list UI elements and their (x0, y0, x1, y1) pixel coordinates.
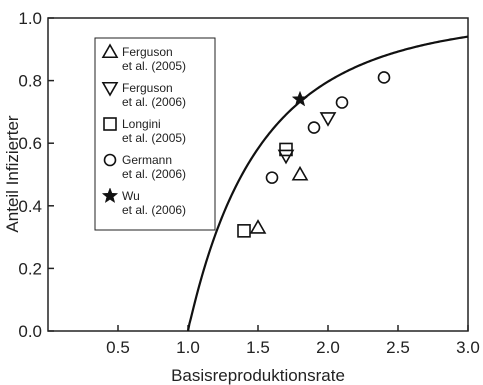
data-point (291, 165, 309, 181)
legend-marker (101, 81, 119, 97)
x-tick-label: 2.5 (386, 338, 410, 357)
legend-label: Germann (122, 153, 172, 167)
data-point (291, 90, 309, 107)
y-tick-label: 0.4 (18, 197, 42, 216)
legend-label: Ferguson (122, 81, 173, 95)
data-point (279, 142, 293, 157)
y-tick-label: 0.6 (18, 134, 42, 153)
y-tick-label: 1.0 (18, 9, 42, 28)
data-point (277, 149, 295, 165)
data-point (265, 171, 279, 184)
legend-label: et al. (2005) (122, 59, 186, 73)
y-axis-label: Anteil Infizierter (3, 115, 22, 232)
x-axis: 0.5 1.0 1.5 2.0 2.5 3.0 (106, 325, 480, 357)
legend-label: Longini (122, 117, 161, 131)
x-axis-label: Basisreproduktionsrate (171, 366, 345, 385)
legend-marker (101, 43, 119, 59)
y-tick-label: 0.2 (18, 259, 42, 278)
x-tick-label: 3.0 (456, 338, 480, 357)
data-point (319, 112, 337, 127)
legend-label: Ferguson (122, 45, 173, 59)
x-tick-label: 2.0 (316, 338, 340, 357)
y-tick-label: 0.8 (18, 72, 42, 91)
data-point (335, 96, 349, 109)
data-point (377, 71, 391, 84)
x-tick-label: 0.5 (106, 338, 130, 357)
legend-marker (103, 117, 117, 131)
data-point (307, 121, 321, 134)
y-axis: 0.0 0.2 0.4 0.6 0.8 1.0 (18, 9, 54, 341)
legend-label: Wu (122, 189, 140, 203)
legend-box (94, 37, 216, 231)
y-tick-label: 0.0 (18, 322, 42, 341)
data-points (237, 71, 391, 238)
x-tick-label: 1.5 (246, 338, 270, 357)
legend-label: et al. (2006) (122, 167, 186, 181)
data-point (249, 219, 267, 234)
x-tick-label: 1.0 (176, 338, 200, 357)
legend-marker (101, 187, 119, 204)
legend-label: et al. (2006) (122, 95, 186, 109)
legend-marker (103, 153, 117, 167)
epidemic-curve (186, 35, 469, 332)
data-point (237, 224, 251, 238)
legend-label: et al. (2006) (122, 203, 186, 217)
legend-label: et al. (2005) (122, 131, 186, 145)
